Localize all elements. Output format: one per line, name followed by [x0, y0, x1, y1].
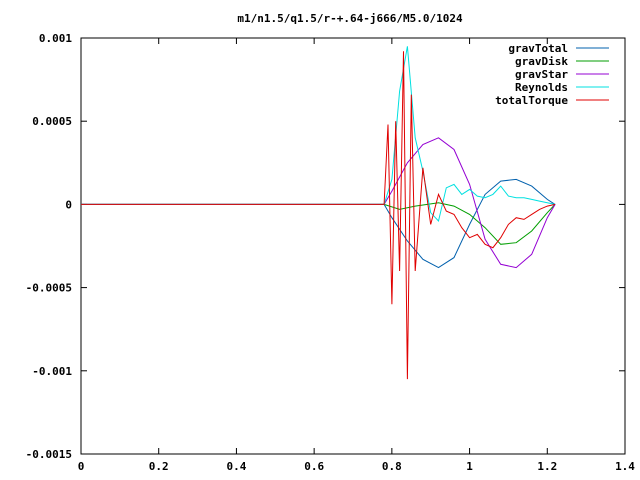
x-axis: 0 0.2 0.4 0.6 0.8 1 1.2 1.4	[78, 38, 635, 473]
series-line-totalTorque	[81, 51, 556, 380]
series-line-gravTotal	[81, 178, 556, 269]
x-tick-label: 0.8	[382, 460, 402, 473]
series-layer	[81, 46, 556, 380]
legend-label: gravDisk	[515, 55, 568, 68]
legend-label: gravStar	[515, 68, 568, 81]
series-line-gravStar	[81, 137, 556, 269]
series-line-Reynolds	[81, 46, 556, 223]
chart-title: m1/n1.5/q1.5/r-+.64-j666/M5.0/1024	[237, 12, 463, 25]
x-tick-label: 0.2	[149, 460, 169, 473]
x-tick-label: 0.4	[226, 460, 246, 473]
x-tick-label: 1	[466, 460, 473, 473]
y-tick-label: -0.0015	[26, 448, 72, 461]
legend-label: gravTotal	[508, 42, 568, 55]
x-tick-label: 1.4	[615, 460, 635, 473]
plot-frame	[80, 37, 626, 455]
legend: gravTotalgravDiskgravStarReynoldstotalTo…	[495, 42, 609, 107]
y-tick-label: -0.001	[32, 365, 72, 378]
x-tick-label: 0.6	[304, 460, 324, 473]
y-tick-label: 0.0005	[32, 115, 72, 128]
y-axis: 0.001 0.0005 0 -0.0005 -0.001 -0.0015	[26, 32, 625, 461]
x-tick-label: 0	[78, 460, 85, 473]
y-tick-label: 0.001	[39, 32, 72, 45]
y-tick-label: 0	[65, 198, 72, 211]
legend-label: Reynolds	[515, 81, 568, 94]
series-line-gravDisk	[81, 202, 556, 245]
x-tick-label: 1.2	[537, 460, 557, 473]
y-tick-label: -0.0005	[26, 282, 72, 295]
legend-label: totalTorque	[495, 94, 568, 107]
